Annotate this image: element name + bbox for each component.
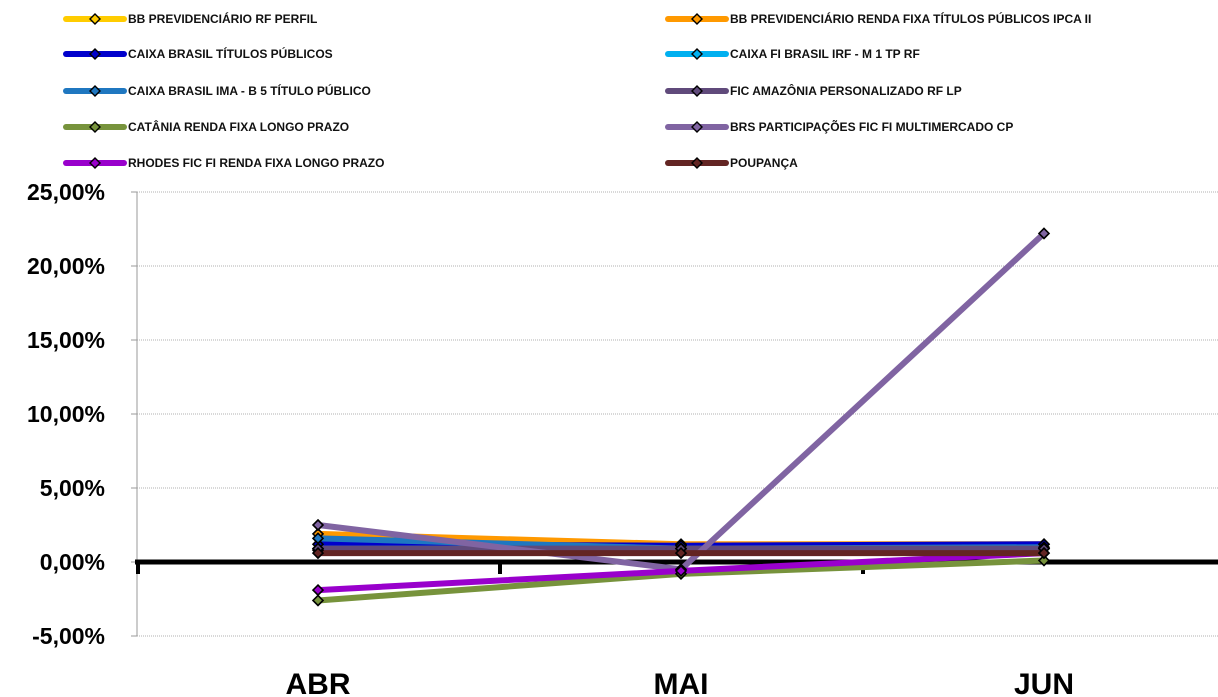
y-tick-label: -5,00% xyxy=(32,623,105,649)
y-tick-label: 25,00% xyxy=(27,179,105,205)
legend-label: RHODES FIC FI RENDA FIXA LONGO PRAZO xyxy=(128,156,384,170)
gridlines xyxy=(137,191,1218,637)
x-tick-label: JUN xyxy=(1014,668,1074,697)
legend-label: BB PREVIDENCIÁRIO RENDA FIXA TÍTULOS PÚB… xyxy=(730,11,1091,26)
legend-label: BB PREVIDENCIÁRIO RF PERFIL xyxy=(128,11,317,26)
data-point-marker xyxy=(311,594,325,607)
x-tick-label: ABR xyxy=(286,668,351,697)
legend-swatch-marker xyxy=(691,13,703,25)
legend-swatch-marker xyxy=(691,157,703,169)
data-point-marker xyxy=(311,518,325,532)
legend-label: CAIXA FI BRASIL IRF - M 1 TP RF xyxy=(730,47,920,61)
legend-swatch-marker xyxy=(89,157,101,169)
legend-swatch-marker xyxy=(691,48,703,60)
data-point-marker xyxy=(674,546,688,560)
x-tick-label: MAI xyxy=(654,668,709,697)
y-tick-label: 15,00% xyxy=(27,327,105,353)
series-line xyxy=(315,230,1047,573)
series-markers xyxy=(311,227,1051,607)
data-point-marker xyxy=(1037,227,1051,240)
y-tick-label: 0,00% xyxy=(40,549,105,575)
legend-label: BRS PARTICIPAÇÕES FIC FI MULTIMERCADO CP xyxy=(730,119,1013,134)
legend-label: FIC AMAZÔNIA PERSONALIZADO RF LP xyxy=(730,83,962,98)
data-point-marker xyxy=(1037,554,1051,567)
legend-swatch-marker xyxy=(691,85,703,97)
legend-swatch-marker xyxy=(89,85,101,97)
legend-swatch-marker xyxy=(89,121,101,133)
legend-label: CAIXA BRASIL IMA - B 5 TÍTULO PÚBLICO xyxy=(128,83,371,98)
y-tick-label: 5,00% xyxy=(40,475,105,501)
legend-swatch-marker xyxy=(691,121,703,133)
legend-swatch-marker xyxy=(89,48,101,60)
tick-labels: -5,00% 0,00% 5,00% 10,00% 15,00% 20,00% 25,00%… xyxy=(27,179,1074,697)
data-point-marker xyxy=(674,564,688,578)
data-point-marker xyxy=(1037,546,1051,560)
data-point-marker xyxy=(311,546,325,560)
y-tick-label: 10,00% xyxy=(27,401,105,427)
data-point-marker xyxy=(311,583,325,597)
legend-label: CATÂNIA RENDA FIXA LONGO PRAZO xyxy=(128,119,349,134)
legend: BB PREVIDENCIÁRIO RF PERFIL BB PREVIDENCI… xyxy=(63,11,1091,170)
legend-label: CAIXA BRASIL TÍTULOS PÚBLICOS xyxy=(128,46,333,61)
legend-label: POUPANÇA xyxy=(730,156,798,170)
y-tick-label: 20,00% xyxy=(27,253,105,279)
legend-swatch-marker xyxy=(89,13,101,25)
